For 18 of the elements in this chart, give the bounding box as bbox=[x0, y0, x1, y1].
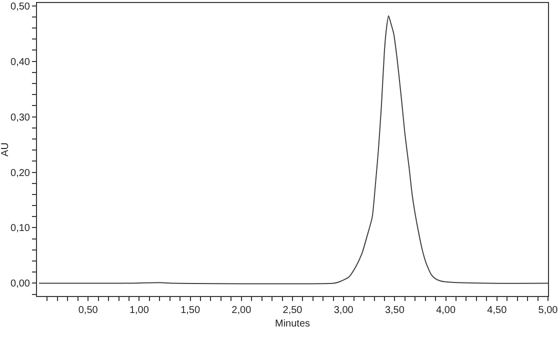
x-tick-label: 1,50 bbox=[180, 305, 200, 316]
x-tick-label: 5,00 bbox=[538, 305, 558, 316]
x-tick-label: 3,00 bbox=[334, 305, 354, 316]
x-tick-label: 0,50 bbox=[78, 305, 98, 316]
x-tick-label: 2,50 bbox=[282, 305, 303, 316]
y-tick-label: 0,50 bbox=[10, 1, 30, 12]
y-tick-label: 0,40 bbox=[10, 56, 30, 68]
y-tick-label: 0,00 bbox=[10, 278, 30, 290]
y-tick-label: 0,30 bbox=[10, 112, 30, 124]
x-axis-title: Minutes bbox=[274, 318, 310, 330]
x-tick-label: 4,50 bbox=[487, 305, 508, 316]
y-tick-label: 0,10 bbox=[10, 223, 30, 234]
y-axis-title: AU bbox=[0, 142, 11, 156]
x-tick-label: 2,00 bbox=[232, 305, 252, 316]
x-tick-label: 3,50 bbox=[384, 305, 405, 316]
y-tick-label: 0,20 bbox=[10, 168, 30, 179]
x-tick-label: 4,00 bbox=[436, 305, 456, 316]
x-tick-label: 1,00 bbox=[129, 305, 150, 316]
